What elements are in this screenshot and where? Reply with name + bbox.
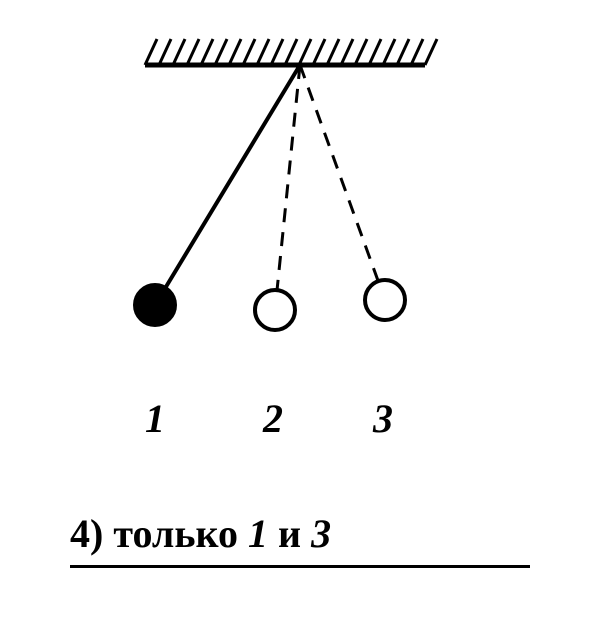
pendulum-svg [50, 20, 550, 470]
position-label-2: 2 [263, 395, 283, 442]
answer-connector: и [268, 511, 311, 556]
pendulum-diagram: 1 2 3 [50, 20, 550, 470]
answer-digit-a: 1 [248, 511, 268, 556]
position-label-1: 1 [145, 395, 165, 442]
position-label-3: 3 [373, 395, 393, 442]
answer-digit-b: 3 [311, 511, 331, 556]
answer-number: 4) [70, 511, 103, 556]
answer-text: только [103, 511, 248, 556]
answer-option: 4) только 1 и 3 [70, 510, 530, 568]
